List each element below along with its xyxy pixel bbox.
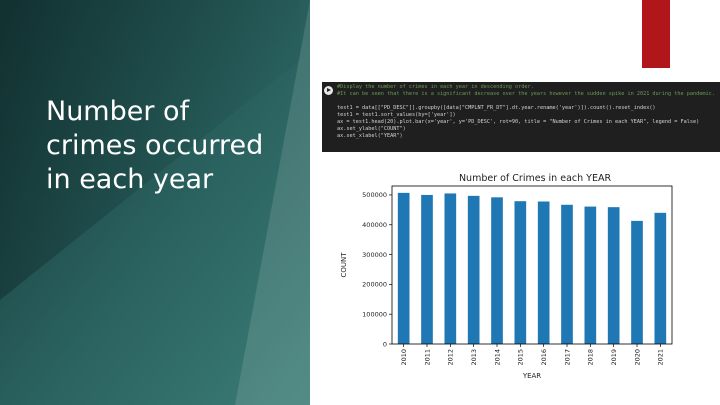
plot-frame: [391, 185, 673, 345]
bar: [514, 201, 527, 344]
x-tick-label: 2013: [470, 349, 478, 366]
code-line: ax.set_xlabel("YEAR"): [337, 133, 403, 139]
code-line: test1 = data[["PD_DESC"]].groupby([data[…: [337, 105, 656, 111]
bar-chart: Number of Crimes in each YEAR 0 100000 200…: [340, 173, 673, 380]
y-tick-label: 100000: [362, 310, 387, 318]
chart-title: Number of Crimes in each YEAR: [459, 173, 612, 184]
bar: [561, 204, 573, 344]
code-cell[interactable]: #Display the number of crimes in each ye…: [322, 82, 720, 152]
bar: [421, 194, 433, 344]
x-tick-label: 2019: [610, 349, 618, 366]
x-tick-label: 2020: [633, 349, 641, 366]
y-tick-label: 500000: [362, 191, 387, 199]
light-wedge: [235, 0, 310, 405]
code-line: test1 = test1.sort_values(by=['year']): [337, 112, 456, 118]
y-axis-label: COUNT: [340, 252, 348, 278]
code-line: ax = test1.head(20).plot.bar(x='year', y…: [337, 119, 700, 125]
dark-wedge: [0, 0, 300, 300]
x-axis-label: YEAR: [522, 372, 541, 380]
x-tick-label: 2016: [540, 349, 548, 366]
x-tick-label: 2015: [517, 349, 525, 366]
y-tick-label: 400000: [362, 221, 387, 229]
code-line: ax.set_ylabel("COUNT"): [337, 126, 406, 132]
run-button-icon[interactable]: [324, 86, 333, 95]
x-tick-label: 2011: [423, 349, 431, 366]
red-accent-bar: [642, 0, 670, 68]
bar: [631, 220, 643, 344]
code-line: #Display the number of crimes in each ye…: [337, 84, 534, 90]
bar: [444, 193, 457, 344]
x-tick-label: 2010: [400, 349, 408, 366]
x-tick-label: 2021: [657, 349, 665, 366]
bar: [537, 201, 550, 344]
bar: [584, 206, 597, 344]
y-tick-label: 200000: [362, 281, 387, 289]
bar: [654, 212, 667, 344]
bar: [397, 192, 410, 344]
x-tick-label: 2018: [587, 349, 595, 366]
y-tick-label: 0: [383, 340, 387, 348]
bar: [607, 207, 620, 344]
y-tick-label: 300000: [362, 251, 387, 259]
slide-title: Number of crimes occurred in each year: [46, 96, 264, 195]
code-line: #It can be seen that there is a signific…: [337, 91, 715, 97]
bar: [467, 195, 480, 344]
x-tick-label: 2014: [493, 349, 501, 366]
bar: [491, 197, 503, 344]
bars-group: [397, 192, 667, 344]
x-ticks-group: 2010 2011 2012 2013 2014 2015 2016 2017 2018 2019…: [400, 344, 665, 366]
x-tick-label: 2017: [563, 349, 571, 366]
y-ticks-group: 0 100000 200000 300000 400000 500000: [362, 191, 392, 348]
x-tick-label: 2012: [447, 349, 455, 366]
